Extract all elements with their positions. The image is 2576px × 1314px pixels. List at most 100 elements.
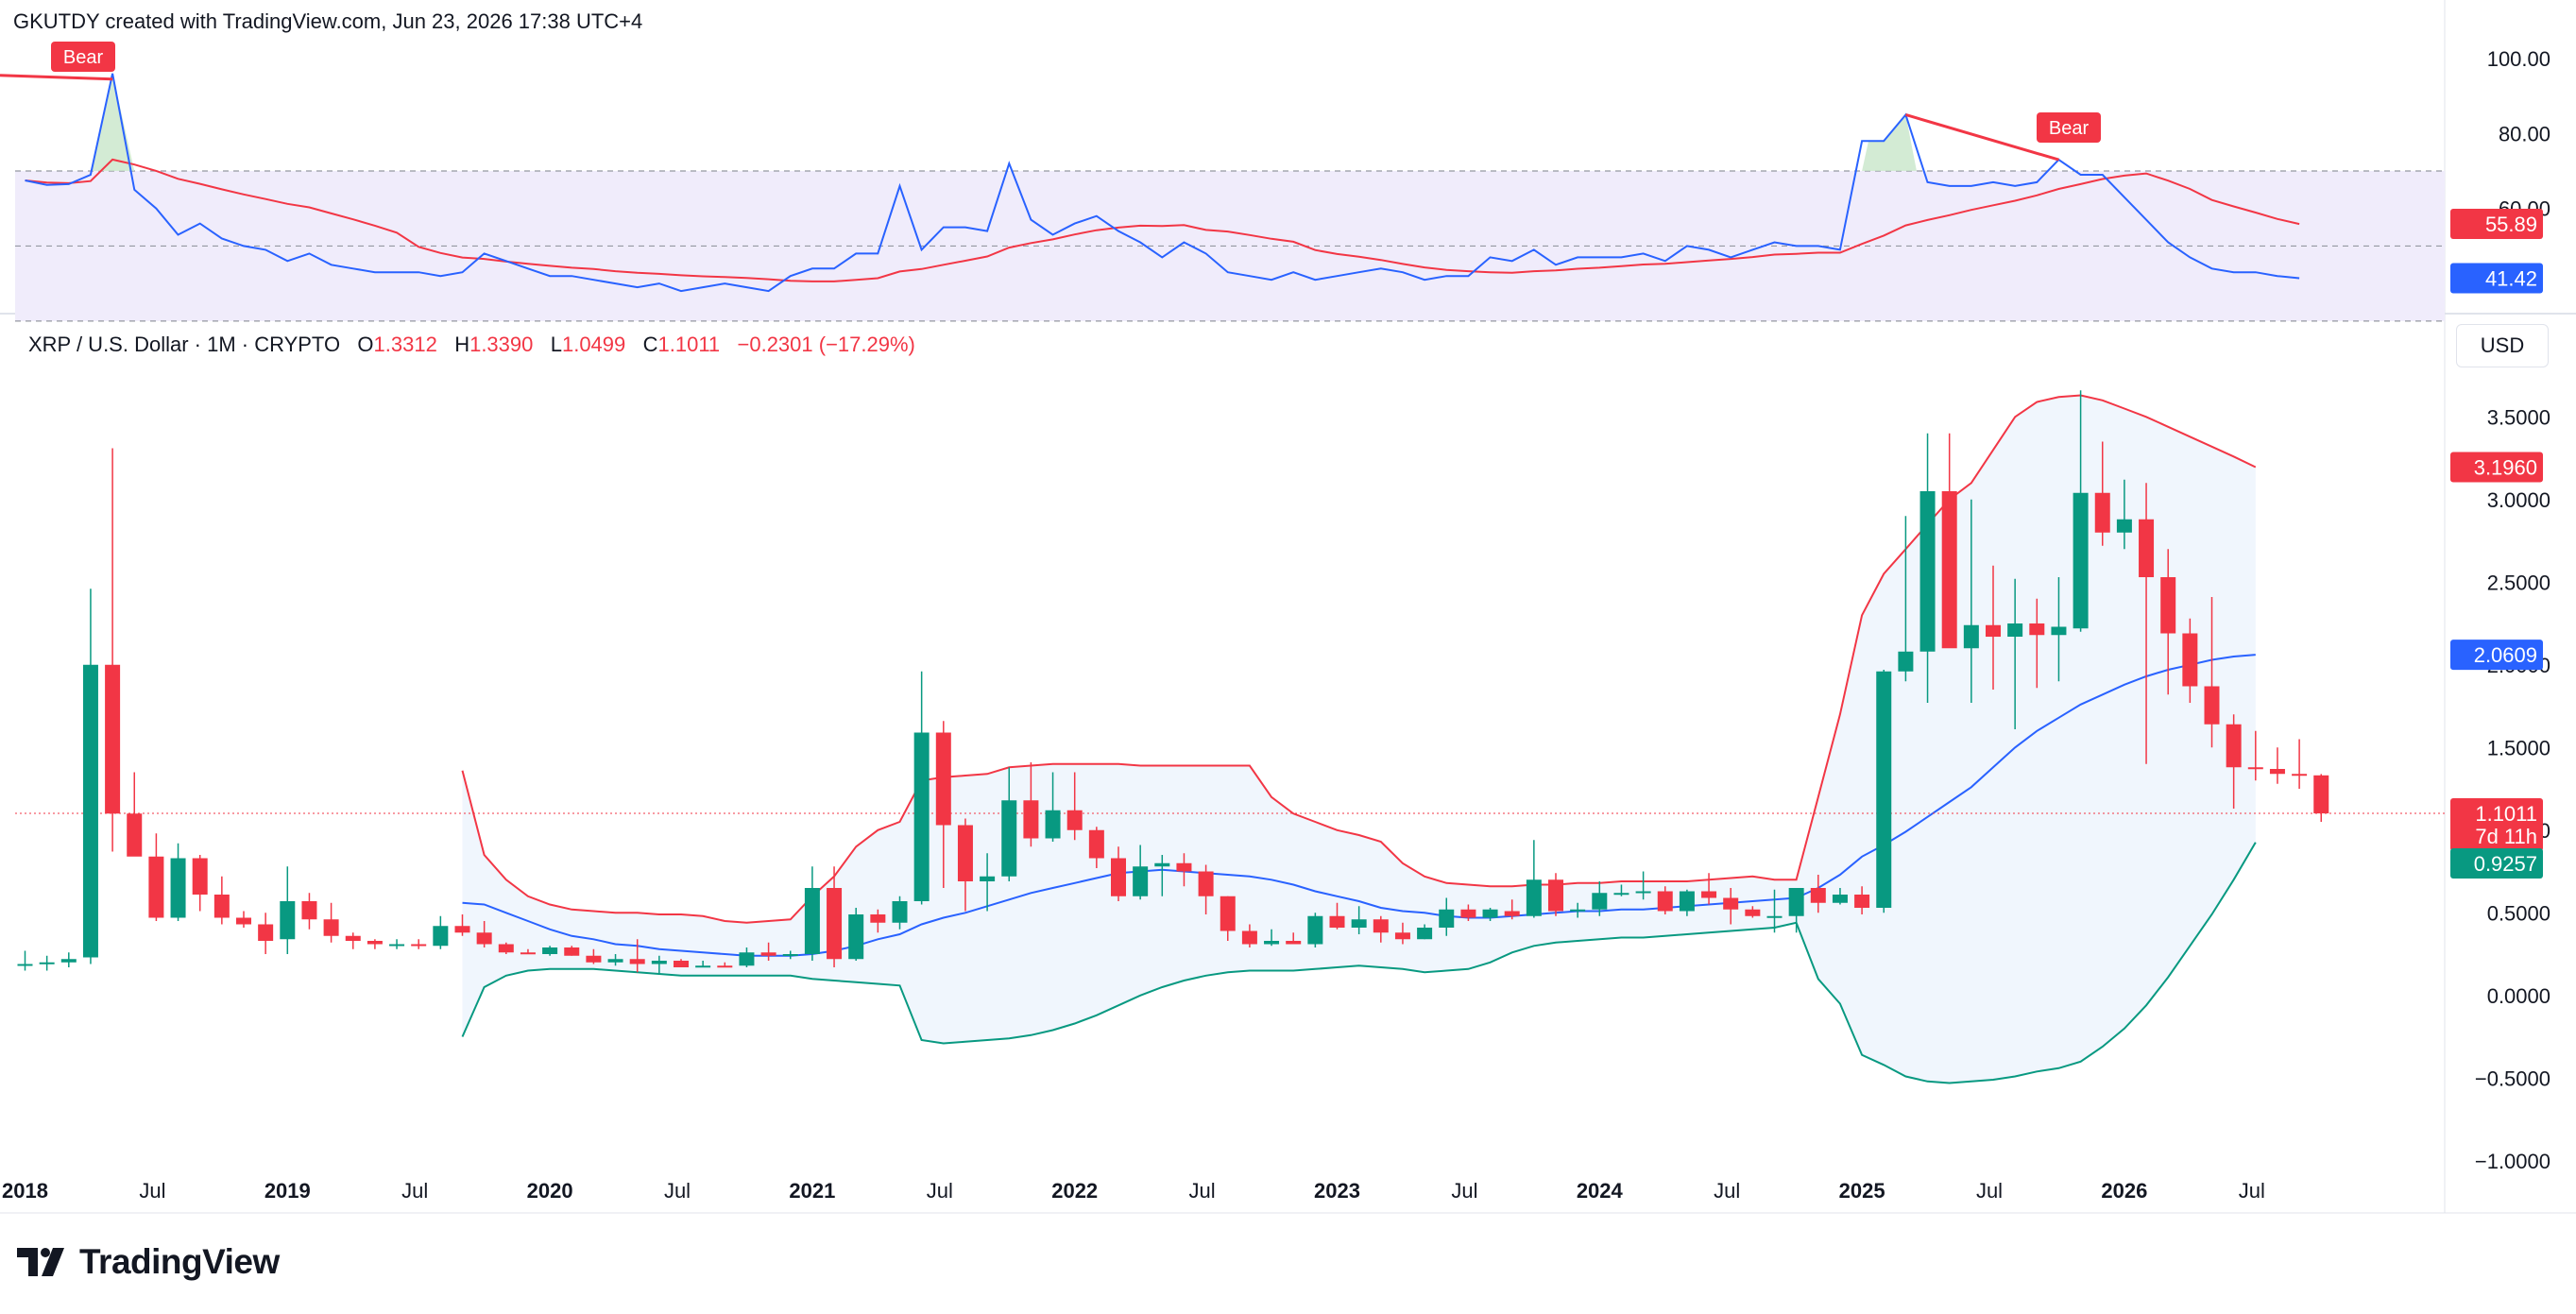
close-value: 1.1011 [657,333,721,356]
time-axis-tick: Jul [139,1179,165,1203]
candle-body [148,856,164,918]
candle-body [760,952,776,956]
candle-body [782,954,798,956]
price-axis-tick: 2.5000 [2487,571,2550,594]
candle-body [870,914,886,923]
candle-body [2160,577,2176,634]
time-axis-tick: Jul [1451,1179,1477,1203]
candle-body [1482,909,1498,918]
price-axis-tick: −1.0000 [2475,1150,2550,1173]
time-axis-tick: 2020 [527,1179,573,1203]
candle-body [542,947,558,954]
candle-body [2204,686,2220,725]
candle-body [476,932,492,945]
tradingview-logo[interactable]: TradingView [17,1242,280,1281]
candle-body [345,935,361,941]
candle-body [629,959,645,964]
candle-body [236,917,251,925]
symbol-label[interactable]: XRP / U.S. Dollar · 1M · CRYPTO [28,333,341,356]
candle-body [1788,888,1804,916]
candle-body [892,901,908,923]
candle-body [1526,879,1542,916]
candle-body [1264,941,1280,945]
candle-body [170,858,186,918]
candle-body [957,825,973,881]
candle-body [2139,519,2155,577]
candle-body [1504,911,1520,916]
countdown-label: 7d 11h [2475,825,2537,848]
time-axis-tick: Jul [664,1179,691,1203]
candle-body [2029,623,2045,636]
close-label: C [642,333,658,356]
candle-body [651,961,667,964]
candle-body [2182,633,2198,687]
time-axis-tick: 2025 [1839,1179,1885,1203]
rsi-overbought-fill [1862,114,1917,172]
candle-body [848,914,864,960]
open-value: 1.3312 [373,333,437,356]
rsi-value-label: 55.89 [2485,213,2537,236]
candle-body [1832,895,1848,903]
candle-body [1133,866,1149,896]
price-value-label: 3.1960 [2474,455,2537,479]
high-value: 1.3390 [469,333,534,356]
candle-body [1854,895,1870,908]
bear-label: Bear [2049,118,2090,139]
candle-body [1745,909,1761,916]
candle-body [2051,626,2067,636]
low-label: L [550,333,562,356]
currency-button[interactable]: USD [2456,324,2549,367]
bear-label-box [2037,112,2101,143]
bollinger-basis-line [462,654,2256,957]
time-axis-tick: Jul [401,1179,428,1203]
price-value-label-box [2450,452,2543,483]
candle-body [1001,800,1017,877]
candle-body [1111,858,1126,896]
candle-body [127,813,143,857]
candle-body [1351,919,1367,928]
candle-body [1613,893,1629,896]
candle-body [1963,624,1979,649]
price-axis-tick: 0.5000 [2487,901,2550,925]
rsi-ma-line [25,158,2300,282]
open-label: O [357,333,374,356]
candle-body [105,664,121,814]
bollinger-lower-line [461,842,2257,1084]
candle-body [520,952,536,955]
candle-body [433,926,449,947]
candle-body [1198,871,1214,896]
candle-body [1679,891,1695,912]
bear-label-box [51,42,115,72]
candle-body [1592,893,1608,910]
ohlc-legend: XRP / U.S. Dollar · 1M · CRYPTO O1.3312 … [28,333,915,357]
candle-body [1657,891,1673,912]
candle-body [2007,623,2023,637]
time-axis-tick: 2022 [1051,1179,1098,1203]
candle-body [1417,928,1433,940]
time-axis-tick: Jul [1714,1179,1740,1203]
price-value-label: 0.9257 [2474,852,2537,876]
candle-body [192,858,208,895]
rsi-value-label-box [2450,209,2543,240]
candle-body [1176,862,1192,872]
candle-body [674,961,689,967]
candle-body [2247,767,2263,770]
rsi-value-label-box [2450,263,2543,294]
candle-body [1307,915,1323,945]
candle-body [411,944,427,947]
price-value-label: 2.0609 [2474,643,2537,667]
candle-body [607,959,623,963]
candle-body [2094,492,2110,533]
candle-body [213,895,230,918]
candle-body [1766,915,1783,918]
candle-body [1088,829,1104,859]
price-axis-tick: 3.5000 [2487,405,2550,429]
time-axis-tick: Jul [1189,1179,1216,1203]
candle-body [367,941,383,945]
candle-body [804,888,820,954]
price-value-label-box [2450,798,2543,852]
candle-body [1329,915,1345,928]
time-axis-tick: 2021 [789,1179,835,1203]
candle-body [1810,888,1826,903]
